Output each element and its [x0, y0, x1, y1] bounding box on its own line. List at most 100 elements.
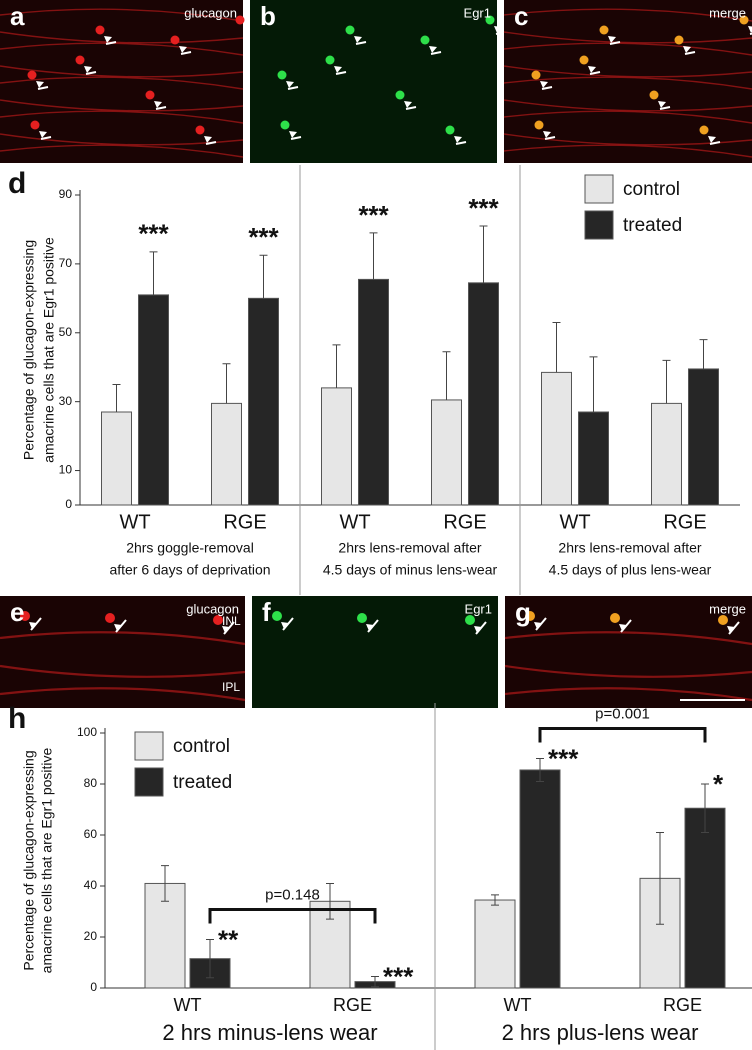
x-tick-label: WT	[504, 995, 532, 1015]
panel-letter: e	[10, 597, 24, 627]
cell	[649, 90, 659, 100]
error-bar	[699, 339, 708, 369]
arrow-head	[204, 136, 212, 143]
x-tick-label: WT	[174, 995, 202, 1015]
y-tick-label: 90	[59, 187, 73, 201]
group-label: 2hrs goggle-removal	[126, 540, 254, 556]
fiber	[0, 110, 244, 124]
significance: ***	[138, 219, 169, 249]
fiber	[0, 99, 244, 112]
legend-label: treated	[173, 772, 232, 793]
arrow	[180, 51, 192, 55]
group-label: 2hrs lens-removal after	[558, 540, 702, 556]
cell	[30, 120, 40, 130]
arrow-head	[354, 36, 362, 43]
arrow-head	[494, 26, 502, 33]
bar	[541, 371, 572, 506]
panel-label: Egr1	[465, 601, 492, 616]
bar	[211, 402, 242, 506]
cell	[75, 55, 85, 65]
y-tick-label: 0	[90, 980, 97, 994]
arrow-head	[366, 624, 374, 631]
arrow	[455, 141, 467, 145]
y-axis-label: Percentage of glucagon-expressing	[21, 750, 37, 970]
legend-label: control	[173, 736, 230, 757]
error-bar	[589, 356, 598, 412]
bar	[321, 387, 352, 506]
legend-swatch	[134, 767, 164, 797]
cell	[280, 120, 290, 130]
cell	[170, 35, 180, 45]
arrow	[405, 106, 417, 110]
cell	[277, 70, 287, 80]
arrow	[541, 86, 553, 90]
fiber	[503, 65, 752, 78]
group-label: 2 hrs plus-lens wear	[502, 1020, 699, 1045]
cell	[272, 611, 282, 621]
fiber	[0, 76, 244, 90]
x-tick-label: RGE	[333, 995, 372, 1015]
arrow	[609, 41, 621, 45]
x-tick-label: RGE	[443, 511, 486, 533]
legend-label: treated	[623, 215, 682, 236]
cell	[345, 25, 355, 35]
cell	[213, 615, 223, 625]
bar	[358, 278, 389, 506]
error-bar	[149, 251, 158, 295]
chart-letter: d	[8, 167, 26, 200]
arrow-head	[474, 626, 482, 633]
legend-swatch	[134, 731, 164, 761]
arrow-head	[683, 46, 691, 53]
y-axis-label: amacrine cells that are Egr1 positive	[41, 237, 57, 463]
bar	[101, 411, 132, 506]
significance: ***	[248, 222, 279, 252]
arrow-head	[154, 101, 162, 108]
arrow-head	[222, 626, 230, 633]
panel-label: Egr1	[464, 5, 491, 20]
arrow-head	[286, 81, 294, 88]
cell	[445, 125, 455, 135]
arrow	[589, 71, 601, 75]
error-bar	[662, 359, 671, 404]
bar	[651, 402, 682, 506]
error-bar	[442, 351, 451, 400]
arrow	[544, 136, 556, 140]
arrow	[684, 51, 696, 55]
layer-label: INL	[222, 614, 241, 628]
significance: **	[218, 924, 239, 954]
arrow	[287, 86, 299, 90]
fiber	[503, 8, 752, 22]
group-label: 4.5 days of minus lens-wear	[323, 562, 498, 578]
cell	[699, 125, 709, 135]
error-bar	[656, 831, 664, 925]
bracket	[538, 727, 707, 743]
y-tick-label: 20	[84, 929, 98, 943]
arrow-head	[104, 36, 112, 43]
arrow	[37, 86, 49, 90]
error-bar	[112, 383, 121, 412]
chart-letter: h	[8, 702, 26, 735]
cell	[610, 613, 620, 623]
y-axis-label: Percentage of glucagon-expressing	[21, 240, 37, 460]
group-label: 2hrs lens-removal after	[338, 540, 482, 556]
arrow-head	[289, 131, 297, 138]
x-tick-label: WT	[119, 511, 150, 533]
arrow	[430, 51, 442, 55]
panel-letter: c	[514, 1, 528, 31]
cell	[27, 70, 37, 80]
cell	[195, 125, 205, 135]
fiber	[0, 631, 246, 646]
y-tick-label: 100	[77, 725, 97, 739]
fiber	[0, 8, 244, 22]
arrow-head	[29, 622, 37, 629]
y-tick-label: 30	[59, 394, 73, 408]
bar	[474, 899, 516, 989]
arrow	[40, 136, 52, 140]
significance: ***	[383, 961, 414, 991]
arrow-head	[727, 626, 735, 633]
arrow-head	[404, 101, 412, 108]
fiber	[0, 687, 246, 702]
cell	[145, 90, 155, 100]
error-bar	[536, 758, 544, 782]
significance: ***	[358, 200, 389, 230]
